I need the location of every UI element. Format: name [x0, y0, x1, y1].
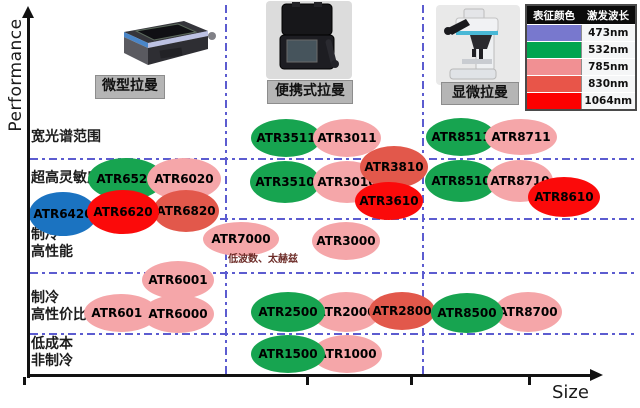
tier-boundary-line [30, 272, 638, 274]
legend-header-wavelength: 激发波长 [587, 9, 629, 22]
category-badge-microscope-raman: 显微拉曼 [441, 82, 519, 105]
product-bubble-atr7000: ATR7000 [203, 222, 279, 256]
product-bubble-atr8510: ATR8510 [425, 160, 497, 202]
tier-boundary-line [30, 158, 638, 160]
legend-color-swatch [527, 59, 581, 75]
product-label: ATR7000 [211, 232, 271, 246]
x-axis-tick [528, 377, 531, 385]
product-bubble-atr2800: ATR2800 [369, 292, 435, 330]
product-label: ATR8500 [437, 306, 497, 320]
legend-rows: 473nm 532nm 785nm 830nm 1064nm [527, 24, 635, 109]
product-label: ATR6020 [154, 172, 214, 186]
product-bubble-atr3810: ATR3810 [360, 146, 428, 188]
tier-boundary-line [30, 333, 638, 335]
x-axis-label: Size [552, 382, 589, 403]
product-label: ATR6000 [148, 307, 208, 321]
product-bubble-atr3000: ATR3000 [312, 222, 380, 260]
product-label: ATR6520 [96, 172, 156, 186]
portable-raman-device-image [266, 1, 352, 83]
legend-color-swatch [527, 93, 581, 109]
legend-color-swatch [527, 76, 581, 92]
legend-header-color: 表征颜色 [533, 9, 575, 22]
legend-wavelength-label: 1064nm [580, 93, 635, 109]
legend-color-swatch [527, 42, 581, 58]
y-axis-line [27, 16, 30, 378]
column-boundary-line [225, 5, 227, 375]
product-label: ATR3000 [316, 234, 376, 248]
tier-label: 超高灵敏度 [31, 170, 101, 186]
product-bubble-atr3610: ATR3610 [355, 182, 423, 220]
product-label: ATR6010 [91, 306, 151, 320]
legend-row: 1064nm [527, 92, 635, 109]
product-bubble-atr8511: ATR8511 [426, 118, 496, 156]
category-badge-portable-raman: 便携式拉曼 [267, 80, 353, 104]
product-label: ATR1500 [258, 347, 318, 361]
product-label: ATR3010 [317, 175, 377, 189]
product-label: ATR6620 [93, 205, 153, 219]
product-label: ATR2800 [372, 304, 432, 318]
legend-header: 表征颜色 激发波长 [527, 6, 635, 24]
product-label: ATR2000 [316, 305, 376, 319]
product-bubble-atr1500: ATR1500 [251, 335, 325, 373]
product-bubble-atr3011: ATR3011 [313, 119, 381, 157]
legend-row: 830nm [527, 75, 635, 92]
product-sublabel: 低波数、太赫兹 [228, 254, 298, 265]
product-label: ATR8510 [431, 174, 491, 188]
x-axis-tick [410, 377, 413, 385]
legend-row: 532nm [527, 41, 635, 58]
product-label: ATR6001 [148, 273, 208, 287]
product-label: ATR8711 [491, 130, 551, 144]
product-label: ATR8700 [498, 305, 558, 319]
product-bubble-atr6620: ATR6620 [87, 190, 159, 234]
tier-label: 制冷 高性价比 [31, 290, 87, 323]
legend-wavelength-label: 473nm [580, 25, 635, 41]
product-label: ATR3011 [317, 131, 377, 145]
product-bubble-atr6000: ATR6000 [142, 295, 214, 333]
x-axis-arrow-icon [590, 369, 603, 381]
tier-label: 低成本 非制冷 [31, 336, 73, 369]
product-bubble-atr6001: ATR6001 [142, 261, 214, 299]
x-axis-tick [23, 377, 26, 385]
product-bubble-atr3510: ATR3510 [250, 161, 320, 203]
product-label: ATR2500 [258, 305, 318, 319]
microscope-raman-device-image [436, 5, 520, 89]
legend-row: 473nm [527, 24, 635, 41]
category-badge-micro-raman: 微型拉曼 [95, 75, 165, 99]
product-label: ATR3511 [256, 131, 316, 145]
product-label: ATR6420 [33, 207, 93, 221]
product-bubble-atr6420: ATR6420 [29, 192, 97, 236]
product-bubble-atr8500: ATR8500 [431, 293, 503, 333]
product-bubble-atr8700: ATR8700 [494, 292, 562, 332]
x-axis-line [27, 374, 593, 377]
product-bubble-atr6010: ATR6010 [84, 294, 158, 332]
product-label: ATR3510 [255, 175, 315, 189]
product-label: ATR8610 [534, 190, 594, 204]
column-boundary-line [422, 5, 424, 375]
y-axis-label: Performance [6, 18, 26, 132]
product-label: ATR8511 [431, 130, 491, 144]
product-bubble-atr8610: ATR8610 [528, 177, 600, 217]
product-label: ATR3810 [364, 160, 424, 174]
product-label: ATR1000 [317, 347, 377, 361]
wavelength-legend: 表征颜色 激发波长 473nm 532nm 785nm 830nm 1064nm [525, 4, 637, 111]
product-label: ATR6820 [156, 204, 216, 218]
product-label: ATR3610 [359, 194, 419, 208]
product-bubble-atr2500: ATR2500 [251, 292, 325, 332]
legend-color-swatch [527, 25, 581, 41]
product-bubble-atr8711: ATR8711 [485, 119, 557, 155]
x-axis-tick [306, 377, 309, 385]
tier-boundary-line [30, 218, 638, 220]
tier-label: 宽光谱范围 [31, 129, 101, 145]
legend-wavelength-label: 830nm [580, 76, 635, 92]
product-bubble-atr3511: ATR3511 [251, 119, 321, 157]
legend-row: 785nm [527, 58, 635, 75]
y-axis-arrow-icon [22, 6, 34, 18]
legend-wavelength-label: 532nm [580, 42, 635, 58]
product-bubble-atr6820: ATR6820 [153, 190, 219, 232]
micro-raman-device-image [108, 16, 223, 80]
legend-wavelength-label: 785nm [580, 59, 635, 75]
